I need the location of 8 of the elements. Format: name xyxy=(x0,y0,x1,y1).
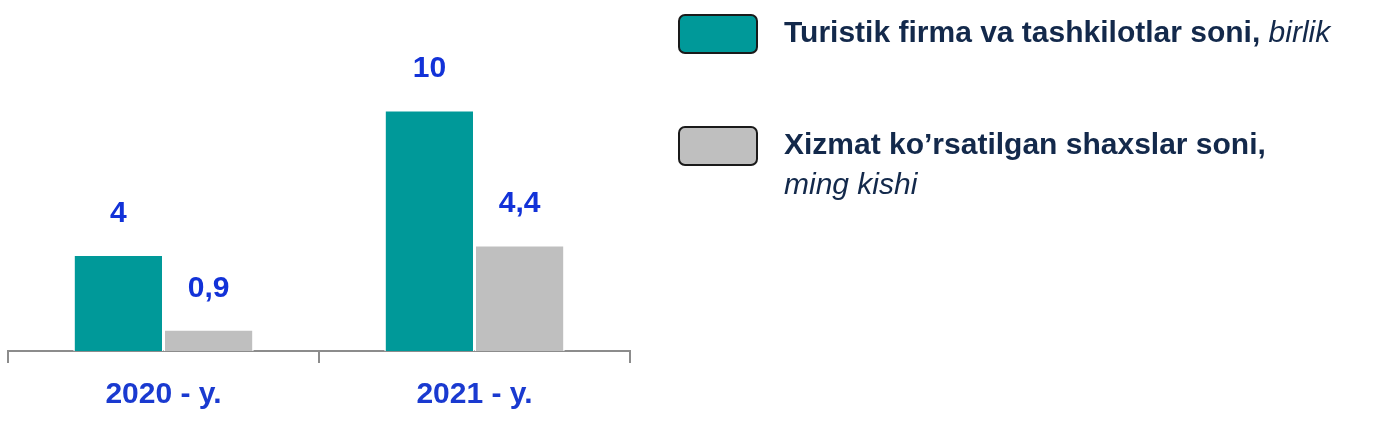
legend-label: Xizmat ko’rsatilgan shaxslar soni, ming kishi xyxy=(784,127,1266,200)
data-label: 4 xyxy=(110,194,128,228)
data-label: 10 xyxy=(412,50,447,84)
x-tick-label: 2020 - y. xyxy=(105,376,222,410)
legend-label: Turistik firma va tashkilotlar soni, birlik xyxy=(784,15,1331,48)
data-label: 4,4 xyxy=(498,185,541,219)
data-label: 0,9 xyxy=(187,269,230,303)
x-tick-label: 2021 - y. xyxy=(416,376,533,410)
